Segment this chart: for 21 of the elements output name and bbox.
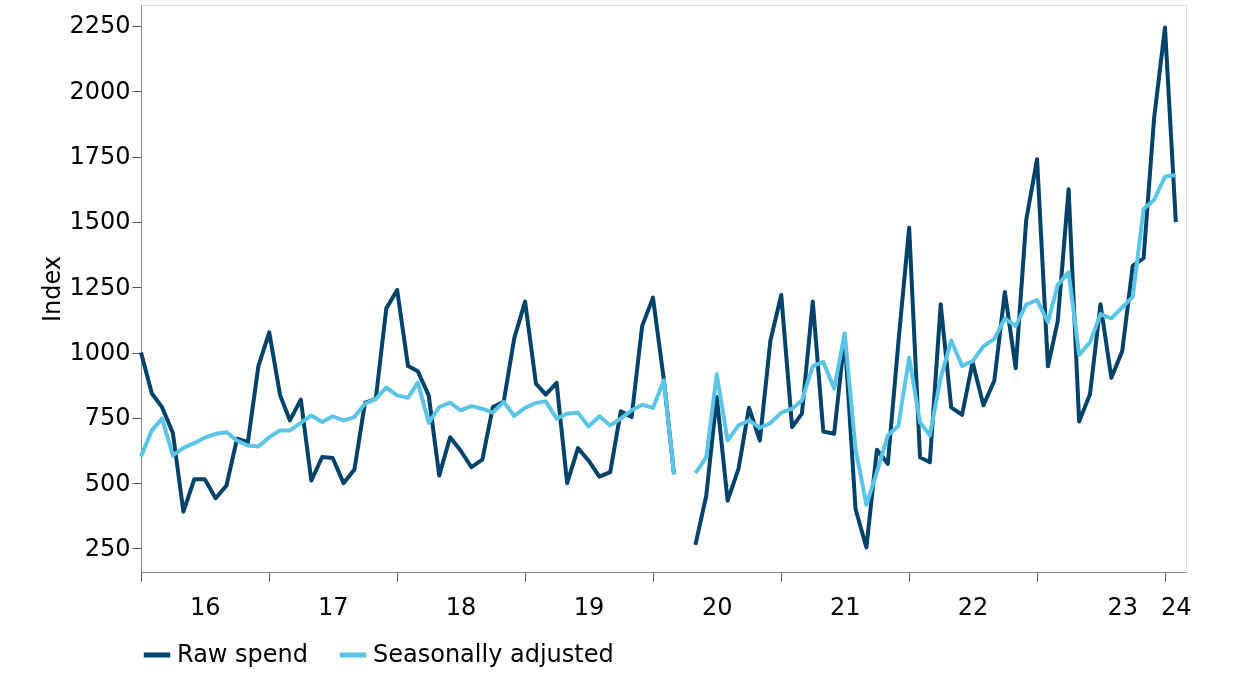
x-tick-label: 19 bbox=[573, 592, 605, 621]
y-tick-label: 750 bbox=[84, 403, 131, 432]
y-tick-label: 2250 bbox=[69, 11, 131, 40]
legend-label: Seasonally adjusted bbox=[373, 640, 614, 668]
y-axis-title: Index bbox=[38, 255, 67, 323]
y-tick-label: 250 bbox=[84, 533, 131, 562]
x-tick-label: 23 bbox=[1107, 592, 1138, 621]
x-tick-label: 24 bbox=[1161, 592, 1192, 621]
x-tick-label: 17 bbox=[317, 592, 349, 621]
legend-label: Raw spend bbox=[177, 640, 309, 668]
y-tick-label: 1000 bbox=[69, 338, 131, 367]
y-tick-label: 1750 bbox=[69, 142, 131, 171]
x-tick-label: 16 bbox=[190, 592, 221, 621]
y-tick-label: 2000 bbox=[69, 76, 131, 105]
x-tick-label: 21 bbox=[829, 592, 861, 621]
y-tick-label: 500 bbox=[84, 468, 131, 497]
x-tick-label: 22 bbox=[957, 592, 989, 621]
x-tick-label: 20 bbox=[701, 592, 733, 621]
y-tick-label: 1250 bbox=[69, 272, 131, 301]
y-tick-label: 1500 bbox=[69, 207, 131, 236]
x-tick-label: 18 bbox=[445, 592, 477, 621]
